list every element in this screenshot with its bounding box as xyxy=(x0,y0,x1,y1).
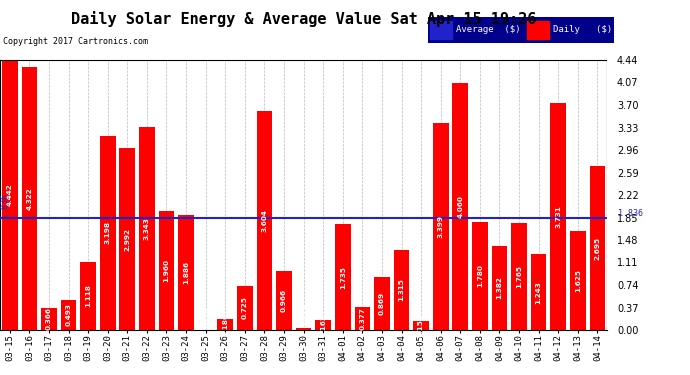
Text: 3.604: 3.604 xyxy=(262,209,268,232)
Text: 0.156: 0.156 xyxy=(418,314,424,337)
Bar xyxy=(178,215,194,330)
Bar xyxy=(41,308,57,330)
Bar xyxy=(100,135,115,330)
Text: 1.765: 1.765 xyxy=(516,265,522,288)
Bar xyxy=(237,286,253,330)
Bar xyxy=(139,127,155,330)
Text: 3.399: 3.399 xyxy=(437,215,444,238)
Text: 2.695: 2.695 xyxy=(594,237,600,260)
Text: 0.869: 0.869 xyxy=(379,292,385,315)
Text: 1.886: 1.886 xyxy=(183,261,189,284)
Text: 0.493: 0.493 xyxy=(66,304,72,327)
Text: 0.186: 0.186 xyxy=(222,313,228,336)
Bar xyxy=(217,319,233,330)
Bar xyxy=(335,225,351,330)
Bar xyxy=(296,328,311,330)
Text: 1.382: 1.382 xyxy=(497,276,502,299)
Text: 0.000: 0.000 xyxy=(203,307,208,329)
Text: Daily   ($): Daily ($) xyxy=(553,26,612,34)
Text: Daily Solar Energy & Average Value Sat Apr 15 19:26: Daily Solar Energy & Average Value Sat A… xyxy=(71,11,536,27)
Bar xyxy=(492,246,507,330)
Bar xyxy=(430,21,452,39)
Text: 4.322: 4.322 xyxy=(26,187,32,210)
Bar xyxy=(472,222,488,330)
Text: 1.315: 1.315 xyxy=(399,279,404,302)
Bar xyxy=(80,262,96,330)
Bar xyxy=(119,148,135,330)
Bar xyxy=(355,307,371,330)
Text: 3.731: 3.731 xyxy=(555,205,561,228)
Text: 1.780: 1.780 xyxy=(477,264,483,287)
Bar xyxy=(276,271,292,330)
Text: 1.118: 1.118 xyxy=(85,285,91,308)
Text: 4.060: 4.060 xyxy=(457,195,463,218)
Text: 1.960: 1.960 xyxy=(164,259,170,282)
Bar xyxy=(531,254,546,330)
Bar xyxy=(511,223,527,330)
Text: 1.735: 1.735 xyxy=(339,266,346,289)
Bar xyxy=(570,231,586,330)
Bar xyxy=(2,60,18,330)
Bar xyxy=(589,166,605,330)
Text: 1.243: 1.243 xyxy=(535,281,542,304)
Text: 1.836: 1.836 xyxy=(618,209,642,218)
Text: 2.992: 2.992 xyxy=(124,228,130,251)
Text: Average  ($): Average ($) xyxy=(455,26,520,34)
Bar xyxy=(159,211,175,330)
Bar xyxy=(257,111,273,330)
Text: 1.836: 1.836 xyxy=(0,194,9,218)
Bar xyxy=(551,103,566,330)
Bar xyxy=(315,320,331,330)
Text: 0.366: 0.366 xyxy=(46,308,52,330)
Text: 1.625: 1.625 xyxy=(575,269,581,292)
Text: 0.377: 0.377 xyxy=(359,307,366,330)
Bar xyxy=(61,300,77,330)
Bar xyxy=(453,83,468,330)
Text: 0.725: 0.725 xyxy=(241,297,248,320)
Bar xyxy=(394,250,409,330)
Bar xyxy=(526,21,549,39)
Bar xyxy=(433,123,448,330)
Text: 0.038: 0.038 xyxy=(301,304,306,327)
Text: 0.162: 0.162 xyxy=(320,314,326,336)
Text: 0.966: 0.966 xyxy=(281,289,287,312)
Text: 4.442: 4.442 xyxy=(7,184,13,206)
Text: 3.198: 3.198 xyxy=(105,221,110,244)
Text: Copyright 2017 Cartronics.com: Copyright 2017 Cartronics.com xyxy=(3,38,148,46)
Bar xyxy=(374,277,390,330)
Bar xyxy=(413,321,429,330)
Text: 3.343: 3.343 xyxy=(144,217,150,240)
Bar xyxy=(21,67,37,330)
